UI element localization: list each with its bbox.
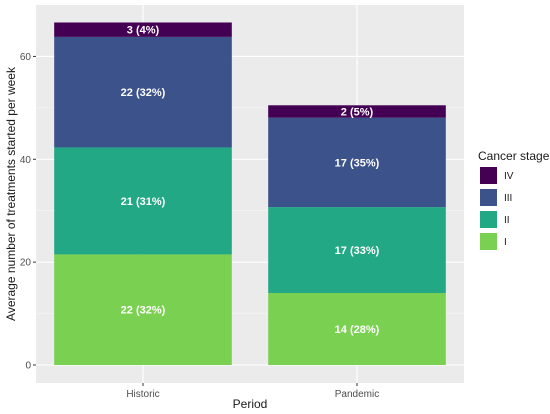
- legend-key-stage-iv: [480, 167, 497, 184]
- bar-label-pandemic-stage-iii: 17 (35%): [335, 157, 380, 169]
- bar-segment-historic-stage-iii: [54, 36, 232, 148]
- bars: [54, 22, 446, 365]
- bar-label-pandemic-stage-i: 14 (28%): [335, 324, 380, 336]
- legend-label-stage-iv: IV: [504, 171, 514, 182]
- x-axis-title: Period: [233, 397, 268, 411]
- legend-key-stage-ii: [480, 211, 497, 228]
- legend-label-stage-ii: II: [504, 215, 510, 226]
- x-axis: Historic Pandemic: [126, 383, 379, 400]
- bar-segment-pandemic-stage-ii: [268, 207, 446, 293]
- bar-segment-pandemic-stage-i: [268, 293, 446, 365]
- legend-label-stage-i: I: [504, 237, 507, 248]
- bar-label-historic-stage-ii: 21 (31%): [121, 196, 166, 208]
- legend-key-stage-iii: [480, 189, 497, 206]
- y-tick-label: 60: [20, 52, 32, 63]
- legend-title: Cancer stage: [478, 149, 550, 163]
- bar-label-historic-stage-i: 22 (32%): [121, 305, 166, 317]
- legend-key-stage-i: [480, 233, 497, 250]
- x-tick-label: Historic: [126, 389, 159, 400]
- bar-labels: 22 (32%) 21 (31%) 22 (32%) 3 (4%) 14 (28%) 17…: [121, 25, 380, 336]
- bar-segment-historic-stage-i: [54, 254, 232, 365]
- bar-segment-pandemic-stage-iii: [268, 117, 446, 208]
- y-tick-label: 20: [20, 258, 32, 269]
- legend-label-stage-iii: III: [504, 193, 512, 204]
- bar-label-pandemic-stage-ii: 17 (33%): [335, 245, 380, 257]
- bar-segment-historic-stage-ii: [54, 147, 232, 255]
- x-tick-label: Pandemic: [335, 389, 379, 400]
- bar-segment-historic-stage-iv: [54, 22, 232, 37]
- y-tick-label: 40: [20, 155, 32, 166]
- bar-segment-pandemic-stage-iv: [268, 105, 446, 118]
- bar-label-historic-stage-iv: 3 (4%): [127, 25, 160, 37]
- y-axis: 0 20 40 60: [20, 52, 36, 372]
- y-axis-title: Average number of treatments started per…: [4, 66, 18, 321]
- bar-label-historic-stage-iii: 22 (32%): [121, 87, 166, 99]
- y-tick-label: 0: [25, 361, 31, 372]
- bar-label-pandemic-stage-iv: 2 (5%): [341, 106, 374, 118]
